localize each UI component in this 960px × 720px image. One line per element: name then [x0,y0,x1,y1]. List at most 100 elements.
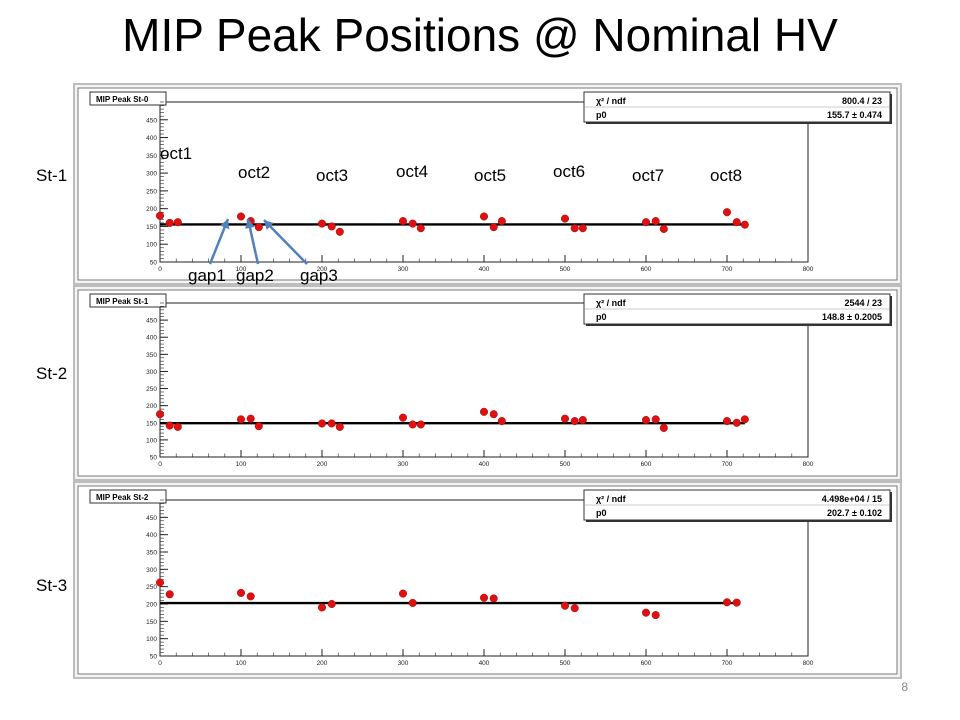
data-point [335,422,344,431]
y-axis: 50 100 150 200 250 300 350 400 450 [146,499,168,661]
y-axis: 50 100 150 200 250 300 350 400 450 [146,302,168,462]
stats-p0-value: 155.7 ± 0.474 [827,110,882,120]
chart-title: MIP Peak St-1 [96,297,149,306]
data-point [651,415,660,424]
data-point [578,416,587,425]
x-tick-label: 800 [803,266,814,273]
data-point [335,227,344,236]
octant-label-1: oct1 [160,144,193,163]
stats-chi2-value: 800.4 / 23 [842,96,882,106]
stats-p0-label: p0 [596,508,607,518]
data-point [480,212,489,221]
data-point [399,413,408,422]
data-point [236,588,245,597]
y-tick-label: 200 [146,602,157,609]
x-tick-label: 500 [560,266,571,273]
data-points [155,578,741,620]
x-tick-label: 300 [398,266,409,273]
chart-panel-3: MIP Peak St-2 χ² / ndf 4.498e+04 / 15 p0 202… [73,481,902,679]
data-point [570,604,579,613]
stats-chi2-label: χ² / ndf [596,96,627,106]
y-tick-label: 350 [146,153,157,160]
x-tick-label: 0 [158,660,162,667]
x-tick-label: 0 [158,266,162,273]
data-point [254,223,263,232]
slide-title: MIP Peak Positions @ Nominal HV [122,9,838,61]
gap-arrows [208,218,308,265]
x-tick-label: 200 [317,660,328,667]
chart-title-box: MIP Peak St-1 [89,293,167,308]
x-tick-label: 600 [641,461,652,468]
y-tick-label: 400 [146,135,157,142]
octant-label-7: oct7 [632,166,665,185]
chart-title-box: MIP Peak St-0 [89,91,167,106]
data-point [327,222,336,231]
y-tick-label: 200 [146,403,157,410]
x-tick-label: 400 [479,660,490,667]
data-point [416,420,425,429]
data-point [489,410,498,419]
data-point [651,217,660,226]
x-tick-label: 500 [560,461,571,468]
y-tick-label: 150 [146,420,157,427]
stats-p0-value: 148.8 ± 0.2005 [822,312,882,322]
x-tick-label: 700 [722,266,733,273]
data-point [642,608,651,617]
chart-panel-2: MIP Peak St-1 χ² / ndf 2544 / 23 p0 148.8 ± … [73,285,902,481]
data-point [642,416,651,425]
y-tick-label: 400 [146,335,157,342]
data-point [236,415,245,424]
data-point [318,419,327,428]
y-tick-label: 150 [146,619,157,626]
stats-p0-label: p0 [596,312,607,322]
data-point [408,219,417,228]
data-point [416,224,425,233]
y-tick-label: 250 [146,584,157,591]
y-tick-label: 300 [146,567,157,574]
x-tick-label: 300 [398,461,409,468]
octant-label-3: oct3 [316,166,349,185]
data-point [497,417,506,426]
gap1-arrow-head [220,219,230,230]
gap3-arrow [263,219,308,265]
data-point [570,417,579,426]
data-point [723,417,732,426]
data-point [723,208,732,217]
x-tick-label: 600 [641,660,652,667]
y-axis: 50 100 150 200 250 300 350 400 450 [146,101,168,267]
data-point [732,598,741,607]
octant-label-8: oct8 [710,166,743,185]
gap-label-3: gap3 [300,266,338,285]
x-axis: 0 100 200 300 400 500 600 700 800 [158,255,814,273]
octant-label-5: oct5 [474,166,507,185]
x-tick-label: 300 [398,660,409,667]
stats-p0-value: 202.7 ± 0.102 [827,508,882,518]
data-point [155,410,164,419]
data-point [740,220,749,229]
data-point [578,224,587,233]
station-label-3: St-3 [36,576,68,595]
octant-label-4: oct4 [396,162,429,181]
data-points [155,407,749,432]
chart-title: MIP Peak St-0 [96,95,149,104]
data-point [318,603,327,612]
data-point [489,594,498,603]
y-tick-label: 450 [146,318,157,325]
stats-box: χ² / ndf 4.498e+04 / 15 p0 202.7 ± 0.102 [583,489,892,522]
y-tick-label: 250 [146,386,157,393]
x-tick-label: 800 [803,461,814,468]
y-tick-label: 100 [146,242,157,249]
gap3-arrow-head [264,220,274,230]
data-point [570,224,579,233]
stats-p0-label: p0 [596,110,607,120]
data-point [165,421,174,430]
data-point [399,217,408,226]
y-tick-label: 350 [146,352,157,359]
data-point [480,407,489,416]
data-point [740,415,749,424]
data-point [399,589,408,598]
y-tick-label: 200 [146,206,157,213]
data-point [651,611,660,620]
data-point [561,214,570,223]
chart-panel-1: MIP Peak St-0 χ² / ndf 800.4 / 23 p0 155.7 ±… [73,83,902,285]
